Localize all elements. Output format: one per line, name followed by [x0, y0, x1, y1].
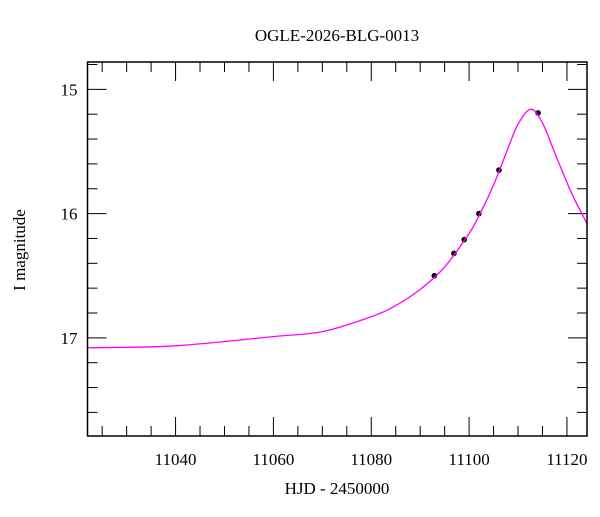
y-tick-label: 15: [61, 80, 78, 99]
y-tick-label: 17: [61, 329, 79, 348]
x-tick-label: 11120: [546, 450, 587, 469]
x-tick-label: 11100: [448, 450, 489, 469]
chart-title: OGLE-2026-BLG-0013: [255, 26, 419, 45]
model-curve: [87, 108, 588, 349]
plot-marks: [87, 108, 588, 349]
y-tick-label: 16: [61, 205, 78, 224]
plot-frame: [86, 61, 588, 437]
x-tick-label: 11080: [350, 450, 392, 469]
data-point: [451, 250, 457, 257]
y-axis-label: I magnitude: [10, 209, 29, 291]
x-tick-label: 11040: [155, 450, 197, 469]
x-tick-label: 11060: [252, 450, 294, 469]
axis-ticks: 11040 11060 11080 11100 11120 15 16 17: [61, 62, 588, 469]
data-point: [431, 272, 438, 279]
x-axis-label: HJD - 2450000: [285, 479, 390, 498]
